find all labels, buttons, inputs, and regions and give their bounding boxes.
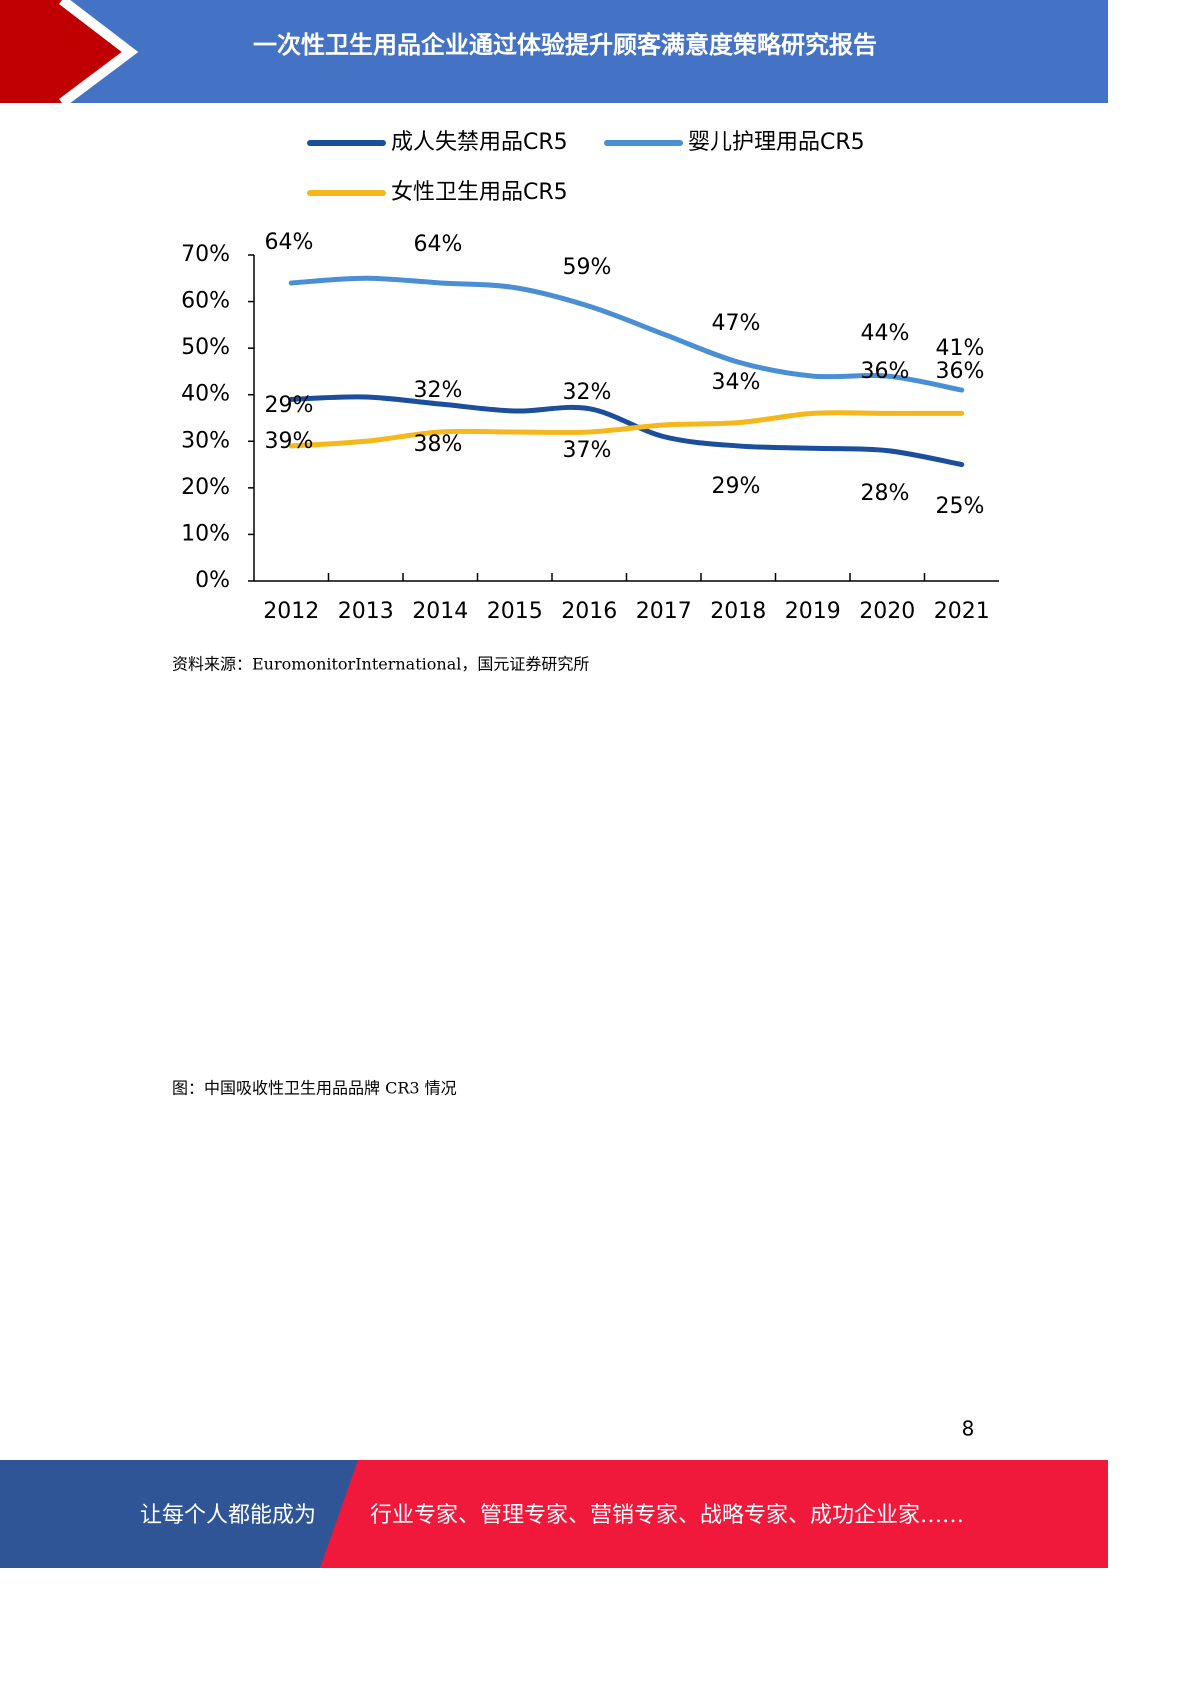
data-label: 25% — [936, 494, 985, 519]
data-label: 34% — [712, 370, 761, 395]
data-label: 36% — [861, 359, 910, 384]
x-tick-label: 2015 — [487, 599, 543, 624]
data-label: 37% — [563, 438, 612, 463]
data-label: 64% — [414, 232, 463, 257]
chart: 0% 10% 20% 30% 40% 50% 60% 70% 2012 2013 2014 2015 2… — [181, 130, 999, 624]
x-tick-label: 2020 — [859, 599, 915, 624]
figure-caption: 图：中国吸收性卫生用品品牌 CR3 情况 — [172, 1079, 457, 1098]
data-label: 29% — [265, 393, 314, 418]
x-tick-label: 2016 — [561, 599, 617, 624]
y-tick-label: 20% — [181, 475, 230, 500]
x-tick-label: 2017 — [636, 599, 692, 624]
x-tick-label: 2019 — [785, 599, 841, 624]
y-tick-label: 30% — [181, 428, 230, 453]
y-tick-label: 50% — [181, 335, 230, 360]
header-bar — [0, 0, 1108, 103]
data-label: 38% — [414, 432, 463, 457]
x-tick-label: 2021 — [934, 599, 990, 624]
header-arrow-edge — [58, 0, 139, 107]
legend-label: 女性卫生用品CR5 — [391, 180, 568, 205]
data-label: 47% — [712, 311, 761, 336]
x-tick-label: 2012 — [263, 599, 319, 624]
legend-label: 成人失禁用品CR5 — [391, 130, 568, 155]
x-tick-label: 2014 — [412, 599, 468, 624]
series-line — [288, 275, 965, 393]
x-tick-label: 2018 — [710, 599, 766, 624]
data-label: 28% — [861, 481, 910, 506]
footer-right-text: 行业专家、管理专家、营销专家、战略专家、成功企业家…… — [370, 1503, 964, 1528]
footer-left — [0, 1460, 358, 1568]
y-tick-label: 0% — [195, 568, 230, 593]
data-label: 41% — [936, 336, 985, 361]
x-tick-label: 2013 — [338, 599, 394, 624]
data-label: 59% — [563, 255, 612, 280]
data-label: 64% — [265, 230, 314, 255]
page-number: 8 — [962, 1417, 975, 1441]
y-tick-label: 70% — [181, 242, 230, 267]
data-label: 44% — [861, 321, 910, 346]
source-note: 资料来源：EuromonitorInternational，国元证券研究所 — [172, 655, 589, 674]
data-label: 32% — [414, 378, 463, 403]
header-title: 一次性卫生用品企业通过体验提升顾客满意度策略研究报告 — [253, 31, 877, 59]
series-line — [288, 394, 965, 468]
data-label: 36% — [936, 359, 985, 384]
header-arrow — [0, 0, 130, 103]
data-label: 29% — [712, 474, 761, 499]
series-line — [288, 410, 965, 449]
y-tick-label: 40% — [181, 382, 230, 407]
legend-label: 婴儿护理用品CR5 — [688, 130, 865, 155]
y-tick-label: 10% — [181, 521, 230, 546]
footer-left-text: 让每个人都能成为 — [140, 1503, 316, 1528]
data-label: 32% — [563, 380, 612, 405]
y-tick-label: 60% — [181, 289, 230, 314]
data-label: 39% — [265, 429, 314, 454]
